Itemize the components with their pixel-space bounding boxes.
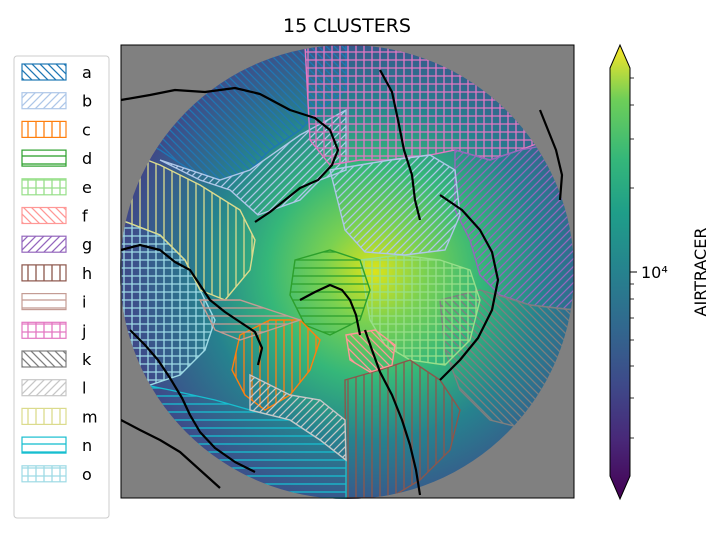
legend-swatch-f: [21, 206, 67, 225]
legend-item-d: d: [21, 149, 92, 168]
colorbar: 10⁴ AIRTRACER: [609, 43, 710, 501]
colorbar-minor-ticks: [630, 77, 634, 439]
legend-item-i: i: [21, 293, 86, 312]
legend-swatch-i: [21, 293, 67, 311]
cluster-region-l: [249, 373, 347, 462]
legend-item-j: j: [21, 321, 86, 340]
legend-swatch-m: [21, 407, 67, 425]
legend-label-f: f: [82, 207, 88, 226]
legend-label-h: h: [82, 264, 92, 283]
legend-item-b: b: [21, 92, 92, 111]
legend-item-n: n: [21, 436, 92, 455]
legend-label-a: a: [82, 63, 92, 82]
legend-item-c: c: [21, 120, 91, 139]
legend-label-k: k: [82, 350, 92, 369]
legend-swatch-g: [21, 235, 67, 253]
legend-label-c: c: [82, 120, 91, 139]
colorbar-bar: [609, 43, 631, 501]
legend-item-m: m: [21, 407, 98, 426]
legend-item-a: a: [21, 63, 92, 82]
chart-title: 15 CLUSTERS: [283, 15, 411, 37]
legend-label-o: o: [82, 465, 92, 484]
legend-swatch-a: [21, 63, 67, 81]
cluster-region-b: [329, 154, 461, 256]
legend-label-g: g: [82, 235, 92, 254]
legend-swatch-k: [21, 350, 67, 368]
legend-frame: [13, 55, 110, 519]
legend-label-d: d: [82, 149, 92, 168]
cluster-region-f: [345, 329, 396, 373]
legend-item-k: k: [21, 350, 92, 369]
colorbar-label: AIRTRACER: [691, 228, 710, 317]
legend-label-e: e: [82, 178, 92, 197]
legend-swatch-b: [21, 92, 67, 110]
legend-item-h: h: [21, 264, 92, 283]
map-frame: [120, 44, 575, 499]
cluster-region-m: [120, 148, 256, 301]
colorbar-tick-label: 10⁴: [641, 263, 668, 282]
legend-item-e: e: [21, 178, 92, 197]
legend-swatch-e: [21, 178, 67, 196]
legend-swatch-j: [21, 321, 67, 339]
legend-swatch-l: [21, 379, 67, 397]
legend-label-j: j: [81, 321, 86, 340]
legend-swatch-o: [21, 465, 67, 483]
legend-item-l: l: [21, 379, 86, 398]
legend-label-b: b: [82, 92, 92, 111]
cluster-region-i: [198, 299, 303, 341]
legend-swatch-h: [21, 264, 67, 282]
legend-swatch-n: [21, 436, 67, 454]
legend-label-m: m: [82, 407, 98, 426]
map-panel: [120, 44, 575, 499]
cluster-region-d: [289, 249, 371, 336]
legend-item-f: f: [21, 206, 88, 226]
legend-item-g: g: [21, 235, 92, 254]
legend-swatch-c: [21, 120, 67, 139]
legend-label-l: l: [82, 379, 86, 398]
coastlines: [120, 69, 564, 496]
legend-label-i: i: [82, 293, 86, 312]
legend-swatch-d: [21, 149, 67, 167]
legend-label-n: n: [82, 436, 92, 455]
legend-item-o: o: [21, 465, 92, 484]
